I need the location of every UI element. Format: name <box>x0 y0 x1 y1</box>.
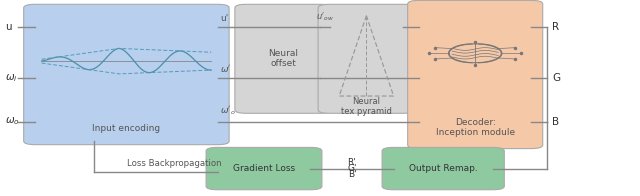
Text: Input encoding: Input encoding <box>92 124 161 133</box>
Text: u: u <box>5 22 12 33</box>
Text: $\omega_i$: $\omega_i$ <box>5 73 18 84</box>
Text: Decoder:
Inception module: Decoder: Inception module <box>436 118 515 137</box>
Text: R': R' <box>348 158 356 167</box>
FancyBboxPatch shape <box>206 147 322 190</box>
FancyBboxPatch shape <box>408 0 543 149</box>
FancyBboxPatch shape <box>382 147 504 190</box>
Text: G': G' <box>348 164 356 173</box>
Text: u': u' <box>220 14 228 23</box>
FancyBboxPatch shape <box>318 4 415 113</box>
Text: $u'_{ow}$: $u'_{ow}$ <box>316 11 334 23</box>
Text: R: R <box>552 22 559 33</box>
Text: Neural
tex pyramid: Neural tex pyramid <box>341 97 392 116</box>
Text: Output Remap.: Output Remap. <box>409 164 477 173</box>
Text: $\omega'$: $\omega'$ <box>220 63 232 74</box>
Text: B': B' <box>348 170 356 179</box>
Text: Loss Backpropagation: Loss Backpropagation <box>127 159 222 168</box>
Text: $\omega'_o$: $\omega'_o$ <box>220 105 236 117</box>
Text: Gradient Loss: Gradient Loss <box>233 164 295 173</box>
Text: G: G <box>552 73 561 83</box>
Text: B: B <box>552 116 559 127</box>
FancyBboxPatch shape <box>24 4 229 145</box>
FancyBboxPatch shape <box>235 4 332 113</box>
Text: Neural
offset: Neural offset <box>268 49 298 68</box>
Text: $\omega_o$: $\omega_o$ <box>5 116 20 127</box>
